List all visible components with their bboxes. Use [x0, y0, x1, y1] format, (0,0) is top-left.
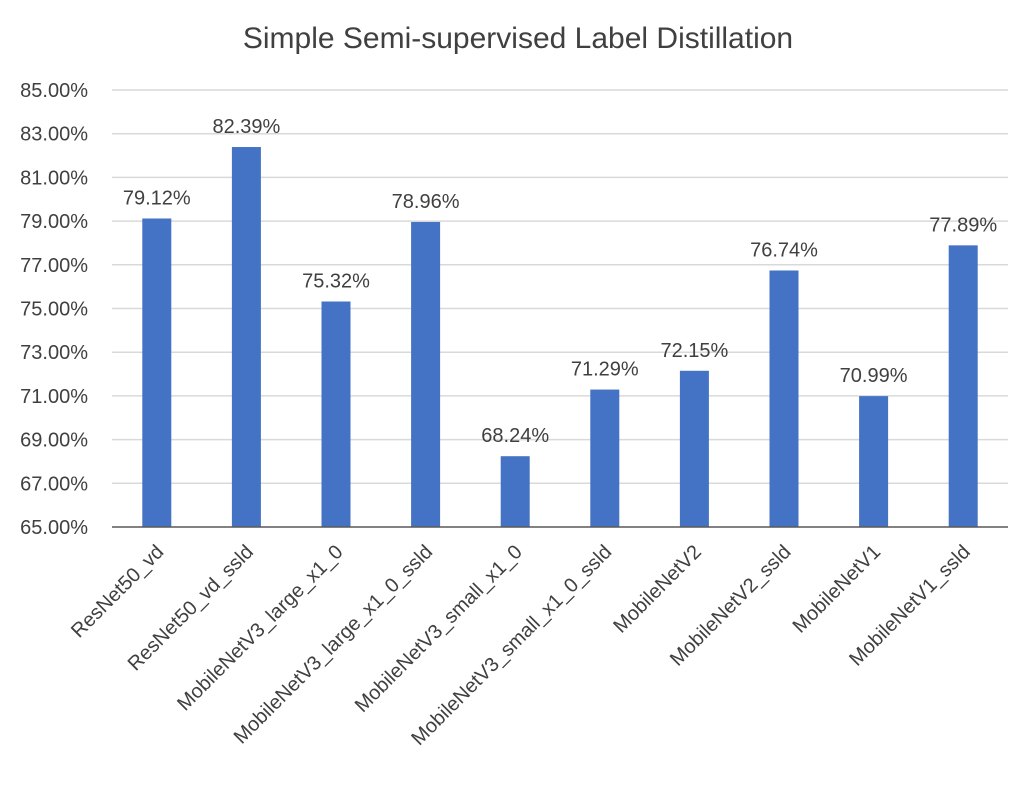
category-label: MobileNetV1 [789, 541, 886, 638]
data-label: 78.96% [392, 191, 460, 213]
bar [411, 221, 441, 527]
data-label: 72.15% [660, 340, 728, 362]
bars [142, 147, 978, 527]
data-label: 77.89% [929, 214, 997, 236]
y-tick-label: 67.00% [20, 473, 88, 495]
data-label: 79.12% [123, 187, 191, 209]
bar [679, 370, 709, 527]
x-axis-categories: ResNet50_vdResNet50_vd_ssldMobileNetV3_l… [67, 541, 975, 750]
bar [500, 456, 530, 527]
data-label: 70.99% [840, 365, 908, 387]
y-tick-label: 81.00% [20, 167, 88, 189]
y-tick-label: 75.00% [20, 299, 88, 321]
category-label: MobileNetV3_large_x1_0_ssld [230, 541, 437, 748]
data-label: 68.24% [481, 425, 549, 447]
y-tick-label: 79.00% [20, 211, 88, 233]
bar [859, 396, 889, 527]
y-tick-label: 69.00% [20, 430, 88, 452]
category-label: MobileNetV2 [609, 541, 706, 638]
chart-title: Simple Semi-supervised Label Distillatio… [243, 22, 793, 55]
data-label: 76.74% [750, 239, 818, 261]
bar [769, 270, 799, 527]
data-label: 71.29% [571, 359, 639, 381]
bar [231, 147, 261, 527]
bar [948, 245, 978, 527]
category-label: MobileNetV3_large_x1_0 [173, 541, 347, 715]
data-label: 82.39% [212, 116, 280, 138]
category-label: MobileNetV3_small_x1_0_ssld [407, 541, 616, 750]
bar [321, 301, 351, 527]
y-tick-label: 65.00% [20, 517, 88, 539]
data-label: 75.32% [302, 271, 370, 293]
y-tick-label: 71.00% [20, 386, 88, 408]
gridlines [112, 89, 1008, 485]
bar [590, 389, 620, 527]
y-tick-label: 77.00% [20, 255, 88, 277]
data-labels: 79.12% 82.39% 75.32% 78.96% 68.24% 71.29% 72.1… [123, 116, 997, 447]
y-tick-label: 85.00% [20, 80, 88, 102]
y-axis-ticks: 65.00% 67.00% 69.00% 71.00% 73.00% 75.00% 77.0… [20, 80, 88, 539]
category-label: MobileNetV3_small_x1_0 [351, 541, 527, 717]
y-tick-label: 73.00% [20, 342, 88, 364]
bar [142, 218, 172, 527]
y-tick-label: 83.00% [20, 124, 88, 146]
category-label: ResNet50_vd [67, 541, 168, 642]
